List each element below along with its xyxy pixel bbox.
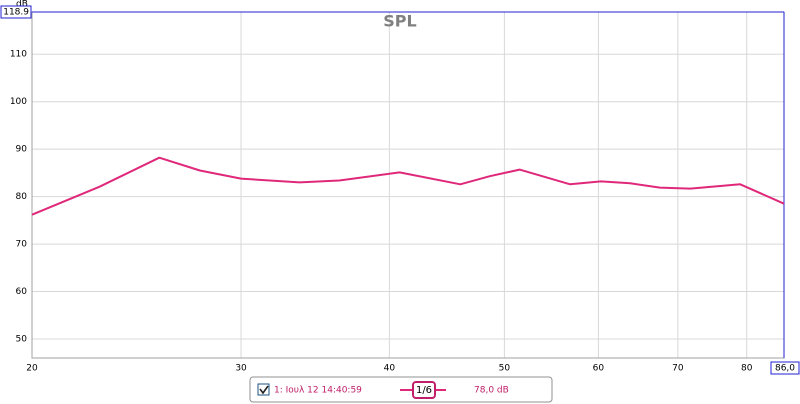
y-tick-label: 110 [10,50,27,60]
legend-entry[interactable]: 1: Ιουλ 12 14:40:59 [274,386,362,396]
y-tick-label: 50 [16,335,28,345]
x-tick-label: 86,0 [775,364,795,374]
x-tick-label: 30 [235,364,247,374]
x-tick-label: 20 [26,364,38,374]
y-tick-label: 90 [16,145,28,155]
x-tick-label: 40 [384,364,396,374]
y-tick-label: 70 [16,240,28,250]
smoothing-label: 1/6 [416,385,432,396]
smoothing-box[interactable] [412,381,436,399]
y-tick-label: 60 [16,287,28,297]
y-tick-label: 80 [16,192,28,202]
x-tick-label: 80 [741,364,753,374]
y-limit-box [0,5,32,19]
check-mark [259,385,269,395]
chart-title: SPL [383,12,416,31]
legend-checkbox[interactable] [257,383,270,396]
y-tick-label: 100 [10,97,27,107]
x-tick-label: 60 [593,364,605,374]
x-limit-box [770,361,800,375]
grid [31,11,784,358]
y-axis-label: dB [16,0,28,10]
marks [31,156,785,216]
x-tick-label: 70 [672,364,684,374]
y-tick-label: 118.9 [3,8,29,18]
x-tick-label: 50 [499,364,511,374]
spl-line [31,156,785,216]
legend-level: 78,0 dB [474,386,509,396]
